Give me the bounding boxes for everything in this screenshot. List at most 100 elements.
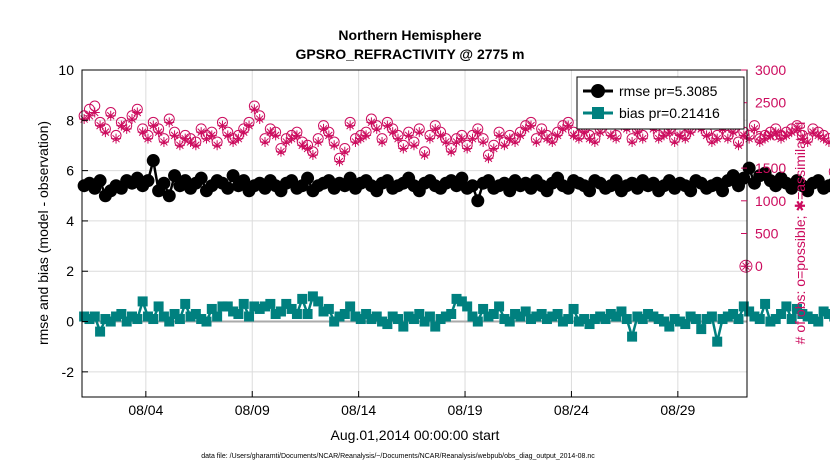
bias-point <box>669 314 680 325</box>
obs-assimilated-point <box>589 136 600 147</box>
bias-point <box>664 321 675 332</box>
y2-axis: 0 500 1000 1500 2000 2500 3000 <box>741 62 786 274</box>
bias-series <box>79 291 830 347</box>
bias-point <box>430 321 441 332</box>
obs-assimilated-point <box>685 127 696 138</box>
obs-assimilated-point <box>318 123 329 134</box>
y-tick-label: 0 <box>66 314 74 330</box>
bias-point <box>605 308 616 319</box>
bias-point <box>228 306 239 317</box>
obs-assimilated-point <box>733 140 744 151</box>
obs-assimilated-point <box>286 133 297 144</box>
obs-assimilated-point <box>547 136 558 147</box>
obs-assimilated-point <box>605 130 616 141</box>
chart-title: Northern Hemisphere <box>338 27 481 43</box>
rmse-point <box>146 154 160 168</box>
bias-point <box>329 316 340 327</box>
bias-point <box>334 311 345 322</box>
obs-assimilated-point <box>116 120 127 131</box>
obs-assimilated-point <box>728 127 739 138</box>
obs-assimilated-point <box>823 136 830 147</box>
obs-assimilated-point <box>478 136 489 147</box>
obs-assimilated-point <box>89 107 100 118</box>
bias-point <box>792 303 803 314</box>
y-tick-label: 10 <box>58 62 74 78</box>
bias-point <box>674 316 685 327</box>
obs-assimilated-point <box>323 130 334 141</box>
legend-rmse-marker <box>591 84 605 98</box>
obs-assimilated-point <box>100 127 111 138</box>
obs-series <box>78 100 830 273</box>
bias-point <box>600 314 611 325</box>
y-axis-label: rmse and bias (model - observation) <box>35 121 51 345</box>
obs-assimilated-point <box>408 140 419 151</box>
obs-assimilated-point <box>217 120 228 131</box>
obs-assimilated-point <box>674 130 685 141</box>
obs-assimilated-point <box>79 114 90 125</box>
bias-point <box>488 308 499 319</box>
obs-assimilated-point <box>382 120 393 131</box>
bias-point <box>260 301 271 312</box>
legend: rmse pr=5.3085 bias pr=0.21416 <box>576 76 745 130</box>
bias-point <box>121 316 132 327</box>
bias-point <box>765 316 776 327</box>
obs-assimilated-point <box>472 127 483 138</box>
y2-tick-label: 1500 <box>755 160 786 176</box>
bias-point <box>142 311 153 322</box>
bias-point <box>414 308 425 319</box>
obs-assimilated-point <box>164 117 175 128</box>
obs-assimilated-point <box>361 130 372 141</box>
x-tick-label: 08/19 <box>448 402 483 418</box>
y2-tick-label: 0 <box>755 258 763 274</box>
bias-point <box>84 314 95 325</box>
obs-assimilated-point <box>456 133 467 144</box>
obs-assimilated-point <box>579 127 590 138</box>
obs-assimilated-point <box>105 110 116 121</box>
y2-tick-label: 1000 <box>755 193 786 209</box>
bias-point <box>291 308 302 319</box>
bias-point <box>249 301 260 312</box>
obs-assimilated-point <box>398 143 409 154</box>
obs-assimilated-point <box>499 140 510 151</box>
bias-point <box>185 311 196 322</box>
bias-point <box>217 301 228 312</box>
bias-point <box>483 311 494 322</box>
rmse-point <box>162 189 176 203</box>
bias-point <box>760 298 771 309</box>
bias-point <box>393 314 404 325</box>
obs-assimilated-point <box>632 127 643 138</box>
rmse-point <box>194 171 208 185</box>
bias-point <box>659 316 670 327</box>
bias-point <box>680 319 691 330</box>
bias-point <box>275 306 286 317</box>
obs-assimilated-point <box>201 133 212 144</box>
bias-point <box>297 293 308 304</box>
obs-assimilated-point <box>307 150 318 161</box>
bias-point <box>302 308 313 319</box>
bias-point <box>754 314 765 325</box>
x-tick-label: 08/24 <box>554 402 589 418</box>
obs-assimilated-point <box>664 127 675 138</box>
bias-point <box>494 301 505 312</box>
bias-point <box>712 336 723 347</box>
obs-assimilated-point <box>749 123 760 134</box>
obs-assimilated-point <box>148 120 159 131</box>
bias-point <box>398 321 409 332</box>
obs-assimilated-point <box>776 133 787 144</box>
bias-point <box>552 308 563 319</box>
obs-assimilated-point <box>339 146 350 157</box>
bias-point <box>526 314 537 325</box>
obs-assimilated-point <box>95 120 106 131</box>
bias-point <box>419 316 430 327</box>
obs-assimilated-point <box>275 146 286 157</box>
obs-possible-point <box>828 167 830 175</box>
bias-point <box>137 296 148 307</box>
bias-point <box>478 303 489 314</box>
bias-point <box>467 311 478 322</box>
obs-assimilated-point <box>595 127 606 138</box>
obs-assimilated-point <box>169 130 180 141</box>
obs-assimilated-point <box>206 130 217 141</box>
bias-point <box>744 306 755 317</box>
bias-point <box>616 306 627 317</box>
bias-point <box>446 308 457 319</box>
